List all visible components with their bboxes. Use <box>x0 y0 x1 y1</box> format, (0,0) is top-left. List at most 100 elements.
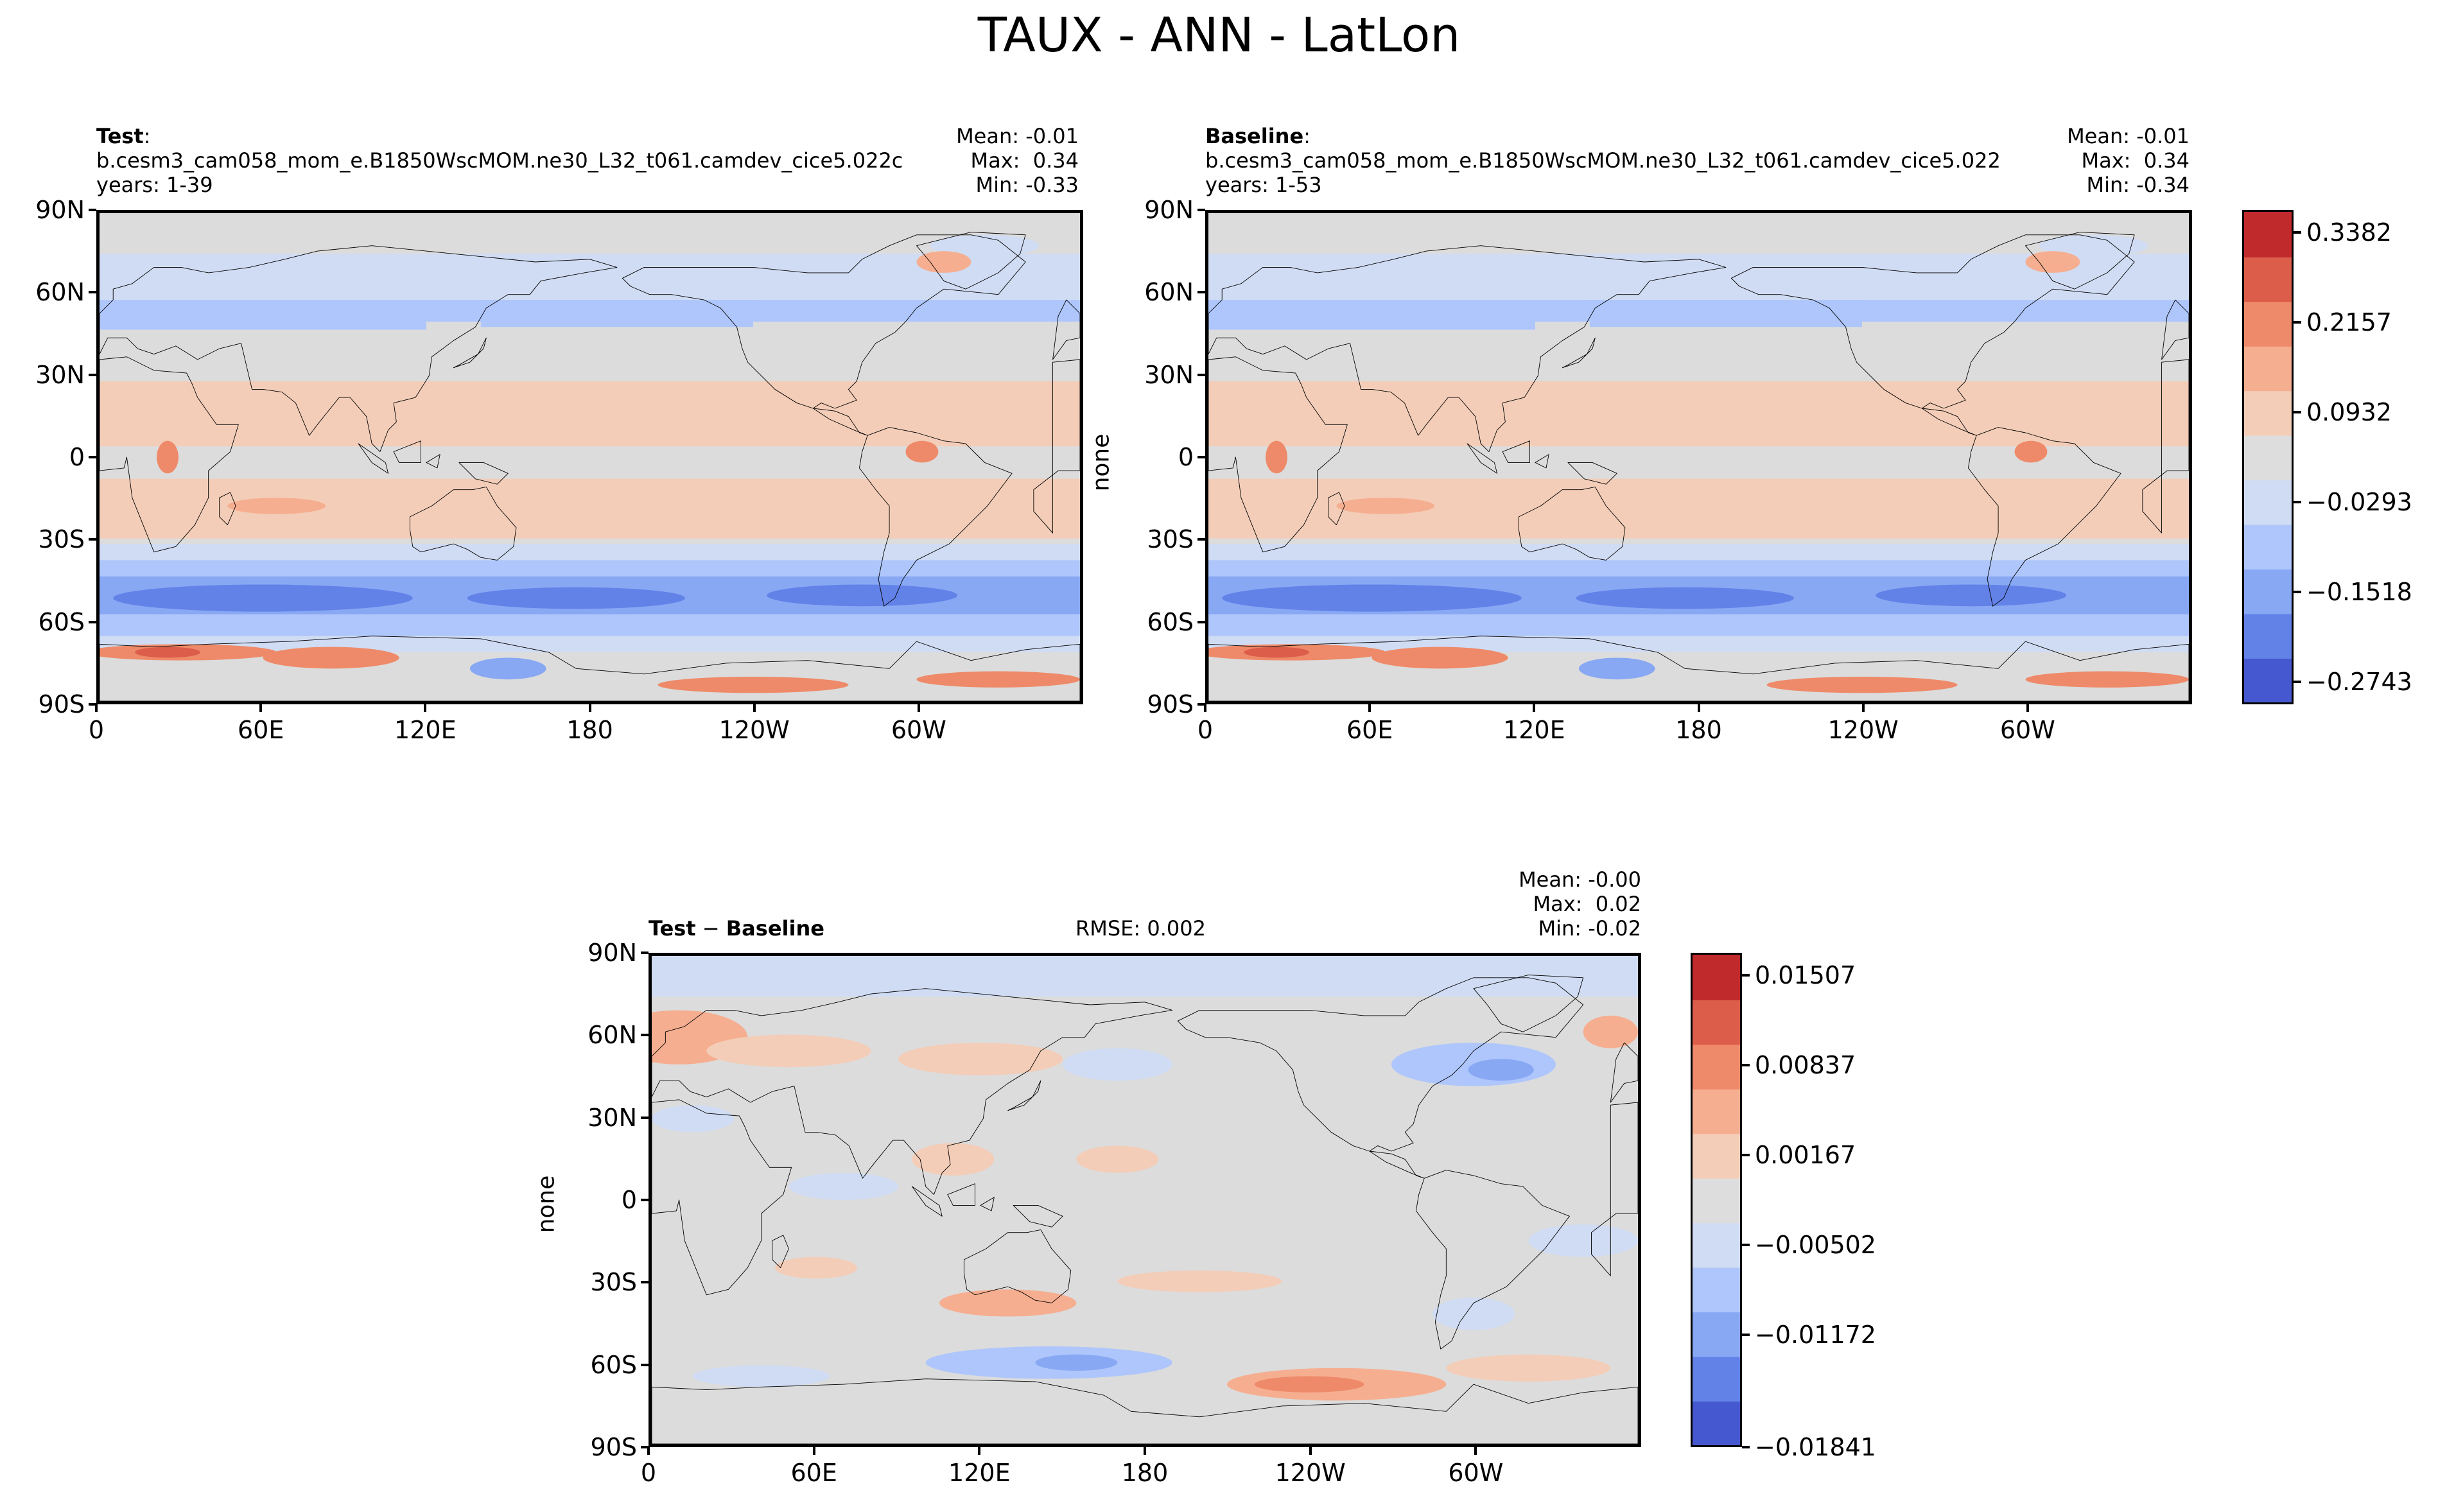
diff-label-minus: − <box>695 916 726 941</box>
tick-mark <box>641 1034 649 1037</box>
tick-mark <box>641 1446 649 1448</box>
diff-max: Max: 0.02 <box>1533 892 1641 916</box>
baseline-ytick-label: 90N <box>1144 196 1194 224</box>
tick-mark <box>812 1447 815 1455</box>
diff-ytick-label: 30N <box>588 1103 637 1132</box>
tick-mark <box>1742 1244 1750 1246</box>
tick-mark <box>1197 703 1205 706</box>
diff-cbar-tick-label: 0.00167 <box>1755 1141 1856 1169</box>
diff-colorbar <box>1691 953 1742 1447</box>
tick-mark <box>89 703 96 706</box>
diff-cbar-tick-label: −0.01841 <box>1755 1433 1876 1461</box>
tick-mark <box>1533 704 1536 712</box>
diff-min: Min: -0.02 <box>1538 916 1641 941</box>
tick-mark <box>753 704 756 712</box>
tick-mark <box>641 1199 649 1201</box>
main-cbar-tick-label: −0.2743 <box>2306 668 2412 696</box>
tick-mark <box>647 1447 650 1455</box>
baseline-min: Min: -0.34 <box>2086 173 2190 197</box>
tick-mark <box>1861 704 1865 712</box>
tick-mark <box>2294 501 2301 503</box>
test-ytick-label: 90N <box>35 196 85 224</box>
tick-mark <box>641 1363 649 1366</box>
tick-mark <box>1204 704 1206 712</box>
diff-mean: Mean: -0.00 <box>1519 867 1641 892</box>
tick-mark <box>2294 411 2301 413</box>
test-ytick-label: 60N <box>35 278 85 307</box>
diff-xtick-label: 120W <box>1275 1459 1346 1487</box>
test-ytick-label: 0 <box>69 443 85 471</box>
test-label-colon: : <box>143 124 151 148</box>
tick-mark <box>89 291 96 294</box>
baseline-xtick-label: 120E <box>1503 716 1565 744</box>
test-label: Test <box>96 124 144 148</box>
diff-cbar-tick-label: 0.01507 <box>1755 961 1856 989</box>
tick-mark <box>1197 620 1205 623</box>
baseline-xtick-label: 60W <box>1999 716 2055 744</box>
figure-title: TAUX - ANN - LatLon <box>977 8 1461 63</box>
diff-label-test: Test <box>649 916 696 941</box>
main-colorbar <box>2242 210 2294 704</box>
diff-rmse: RMSE: 0.002 <box>1075 916 1206 941</box>
baseline-xtick-label: 180 <box>1675 716 1722 744</box>
test-mean: Mean: -0.01 <box>956 124 1079 148</box>
test-min: Min: -0.33 <box>975 173 1079 197</box>
tick-mark <box>1697 704 1700 712</box>
test-ytick-label: 30N <box>35 360 85 389</box>
diff-xtick-label: 0 <box>640 1459 657 1487</box>
tick-mark <box>95 704 98 712</box>
diff-header: Test − Baseline <box>649 916 824 941</box>
baseline-xtick-label: 0 <box>1197 716 1214 744</box>
test-map <box>96 210 1083 704</box>
baseline-header: Baseline: <box>1205 124 1310 148</box>
test-xtick-label: 180 <box>566 716 613 744</box>
test-xtick-label: 60E <box>237 716 284 744</box>
tick-mark <box>2294 681 2301 683</box>
tick-mark <box>424 704 427 712</box>
test-xtick-label: 120E <box>394 716 457 744</box>
baseline-xtick-label: 60E <box>1346 716 1393 744</box>
main-cbar-tick-label: 0.3382 <box>2306 218 2392 247</box>
diff-xtick-label: 180 <box>1121 1459 1169 1487</box>
tick-mark <box>1474 1447 1477 1455</box>
diff-xtick-label: 60E <box>790 1459 837 1487</box>
diff-stats: Mean: -0.00 Max: 0.02 Min: -0.02 <box>1519 867 1641 941</box>
tick-mark <box>2294 591 2301 593</box>
tick-mark <box>89 209 96 211</box>
baseline-xtick-label: 120W <box>1827 716 1899 744</box>
tick-mark <box>259 704 263 712</box>
test-ytick-label: 60S <box>38 607 85 636</box>
tick-mark <box>588 704 591 712</box>
tick-mark <box>1368 704 1371 712</box>
tick-mark <box>1742 1334 1750 1336</box>
tick-mark <box>1742 1446 1750 1448</box>
main-cbar-tick-label: −0.1518 <box>2306 578 2412 606</box>
diff-ytick-label: 60S <box>590 1350 637 1379</box>
diff-cbar-tick-label: 0.00837 <box>1755 1051 1856 1079</box>
diff-ytick-label: 60N <box>588 1021 637 1050</box>
test-case-name: b.cesm3_cam058_mom_e.B1850WscMOM.ne30_L3… <box>96 148 903 173</box>
baseline-mean: Mean: -0.01 <box>2067 124 2190 148</box>
tick-mark <box>89 456 96 458</box>
tick-mark <box>2294 231 2301 234</box>
tick-mark <box>89 373 96 376</box>
tick-mark <box>1309 1447 1312 1455</box>
baseline-ytick-label: 60N <box>1144 278 1194 307</box>
test-xtick-label: 60W <box>891 716 946 744</box>
tick-mark <box>1197 291 1205 294</box>
tick-mark <box>917 704 920 712</box>
test-stats: Mean: -0.01 Max: 0.34 Min: -0.33 <box>956 124 1079 197</box>
tick-mark <box>1742 974 1750 977</box>
tick-mark <box>89 620 96 623</box>
tick-mark <box>641 1116 649 1119</box>
diff-ytick-label: 30S <box>590 1268 637 1297</box>
main-cbar-tick-label: 0.2157 <box>2306 308 2392 336</box>
test-years: years: 1-39 <box>96 173 213 197</box>
baseline-ytick-label: 0 <box>1178 443 1194 471</box>
diff-label-baseline: Baseline <box>726 916 824 941</box>
baseline-ytick-label: 30S <box>1147 525 1194 554</box>
diff-map <box>649 953 1641 1447</box>
diff-ytick-label: 0 <box>621 1186 637 1214</box>
tick-mark <box>1197 456 1205 458</box>
tick-mark <box>1197 538 1205 541</box>
